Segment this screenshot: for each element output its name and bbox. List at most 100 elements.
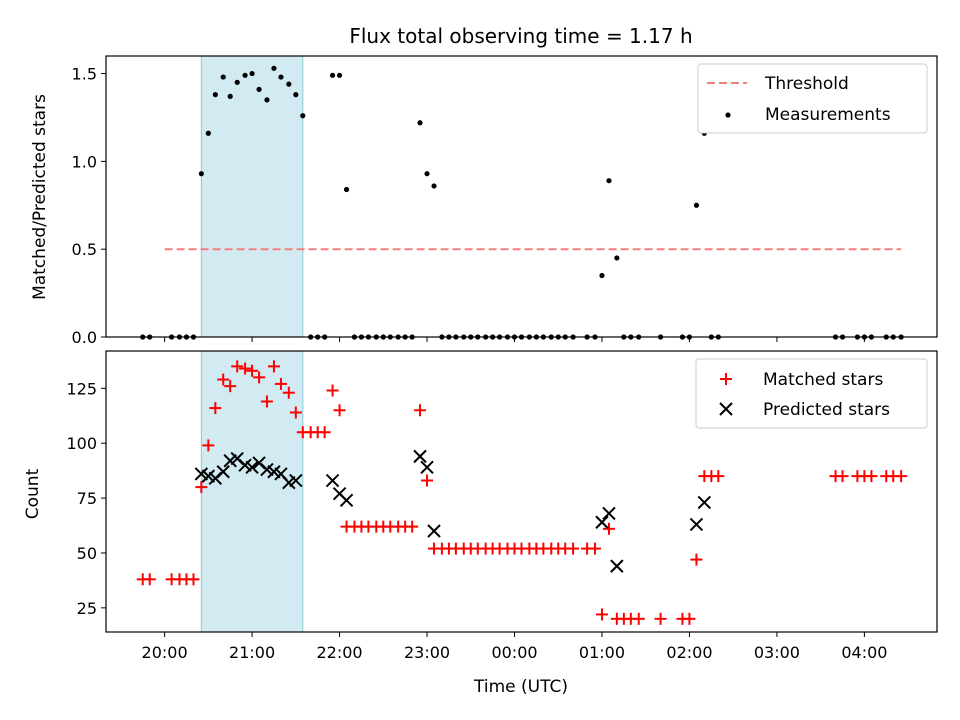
flux-ratio-panel: Flux total observing time = 1.17 h 0.0 0.… xyxy=(30,24,938,347)
matched-star-marker xyxy=(318,426,331,439)
predicted-star-marker xyxy=(602,506,616,521)
measurement-point xyxy=(300,113,306,119)
bottom-plot-frame xyxy=(105,350,938,633)
top-plot-frame xyxy=(105,55,938,338)
matched-star-marker xyxy=(414,404,427,417)
predicted-star-marker xyxy=(595,515,609,529)
measurement-point xyxy=(599,272,605,279)
predicted-star-marker xyxy=(697,495,712,510)
legend-measurements-swatch xyxy=(725,112,731,118)
y-tick-label: 0.0 xyxy=(72,328,97,347)
matched-star-marker xyxy=(602,522,615,535)
y-tick-label: 0.5 xyxy=(72,240,97,259)
measurement-point xyxy=(336,72,343,78)
predicted-star-marker xyxy=(245,460,259,475)
predicted-star-marker xyxy=(610,559,624,573)
bottom-legend-box xyxy=(695,358,928,429)
legend-measurements-label: Measurements xyxy=(765,105,891,125)
matched-star-marker xyxy=(267,360,280,373)
x-tick-label: 01:00 xyxy=(579,643,625,662)
measurement-point xyxy=(234,79,240,85)
matched-star-marker xyxy=(231,360,244,373)
measurement-point xyxy=(212,92,218,98)
top-legend: Threshold Measurements xyxy=(697,63,928,134)
matched-star-marker xyxy=(239,362,252,375)
x-tick-label: 00:00 xyxy=(491,643,537,662)
measurement-point xyxy=(431,183,437,189)
top-y-axis-label: Matched/Predicted stars xyxy=(30,94,50,300)
matched-star-marker xyxy=(895,470,908,483)
matched-star-marker xyxy=(246,364,259,377)
chart-title: Flux total observing time = 1.17 h xyxy=(349,24,692,48)
matched-star-marker xyxy=(217,373,230,386)
legend-matched-swatch xyxy=(720,373,732,385)
matched-star-marker xyxy=(690,553,703,566)
matched-star-marker xyxy=(683,612,696,625)
measurement-point xyxy=(220,74,226,80)
y-tick-label: 50 xyxy=(77,544,97,563)
matched-star-marker xyxy=(209,402,222,415)
predicted-star-marker xyxy=(289,473,303,488)
matched-star-marker xyxy=(865,470,878,483)
highlight-band xyxy=(200,55,304,338)
legend-threshold-label: Threshold xyxy=(764,74,849,94)
matched-star-marker xyxy=(836,470,849,483)
counts-panel: 25 50 75 100 125 20:00 21:00 22:00 23:00 00:00 01… xyxy=(23,350,938,697)
predicted-star-marker xyxy=(413,449,427,464)
x-tick-label: 22:00 xyxy=(317,643,363,662)
matched-star-marker xyxy=(224,380,237,393)
x-tick-label: 20:00 xyxy=(142,643,188,662)
legend-predicted-label: Predicted stars xyxy=(763,400,890,420)
measurement-point xyxy=(329,72,336,78)
predicted-star-marker xyxy=(325,473,340,488)
top-legend-box xyxy=(697,63,928,134)
bottom-y-axis-label: Count xyxy=(23,468,43,519)
matched-star-marker xyxy=(202,439,215,452)
matched-star-marker xyxy=(567,542,580,555)
predicted-star-marker xyxy=(339,493,354,507)
measurement-point xyxy=(614,255,620,261)
matched-star-marker xyxy=(187,573,200,586)
y-tick-label: 1.5 xyxy=(72,65,97,84)
matched-star-marker xyxy=(632,612,645,625)
legend-matched-label: Matched stars xyxy=(763,370,883,390)
matched-star-marker xyxy=(143,573,156,586)
legend-predicted-swatch xyxy=(719,402,733,416)
measurement-point xyxy=(227,93,233,99)
measurement-point xyxy=(417,120,423,126)
y-tick-label: 75 xyxy=(77,489,97,508)
matched-star-marker xyxy=(595,608,608,621)
matched-star-marker xyxy=(326,384,339,397)
measurement-point xyxy=(606,178,612,184)
x-tick-label: 02:00 xyxy=(666,643,712,662)
predicted-star-marker xyxy=(216,465,230,479)
matched-star-marker xyxy=(260,395,273,408)
matched-star-marker xyxy=(253,371,266,384)
y-tick-label: 25 xyxy=(77,599,97,618)
matched-star-marker xyxy=(274,377,287,390)
y-tick-label: 1.0 xyxy=(72,152,97,171)
y-tick-label: 100 xyxy=(66,434,97,453)
matched-star-marker xyxy=(421,474,434,487)
x-tick-label: 21:00 xyxy=(229,643,275,662)
measurement-point xyxy=(198,171,204,177)
y-tick-label: 125 xyxy=(66,379,97,398)
matched-star-marker xyxy=(195,481,208,494)
bottom-legend: Matched stars Predicted stars xyxy=(695,358,928,429)
x-axis-label: Time (UTC) xyxy=(473,677,568,697)
measurement-point xyxy=(242,72,248,78)
measurement-point xyxy=(205,130,211,136)
matched-star-marker xyxy=(654,612,667,625)
measurement-point xyxy=(278,74,284,80)
x-tick-label: 04:00 xyxy=(841,643,887,662)
measurement-point xyxy=(271,65,277,71)
measurement-point xyxy=(424,171,430,177)
matched-star-marker xyxy=(588,542,601,555)
matched-star-marker xyxy=(712,470,725,483)
predicted-star-marker xyxy=(420,460,434,475)
measurement-point xyxy=(256,86,262,92)
matched-star-marker xyxy=(333,404,346,417)
x-tick-label: 23:00 xyxy=(404,643,450,662)
measurement-point xyxy=(293,92,299,98)
